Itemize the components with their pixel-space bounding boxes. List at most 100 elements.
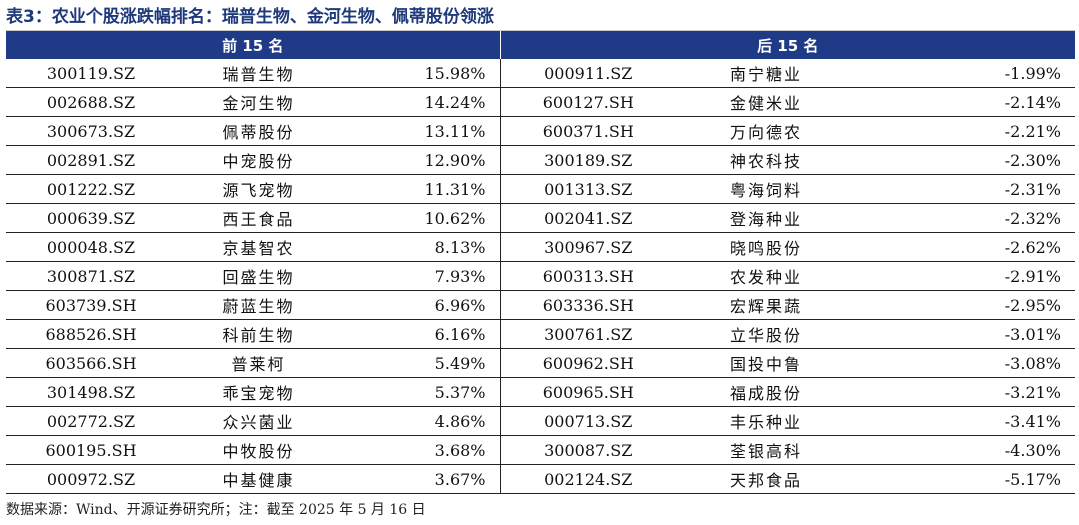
- right-code-cell: 300189.SZ: [499, 145, 676, 175]
- right-code-cell: 002124.SZ: [499, 464, 676, 494]
- table-row: 300871.SZ 回盛生物 7.93% 600313.SH 农发种业 -2.91%: [6, 261, 1075, 291]
- left-code-cell: 600195.SH: [6, 435, 176, 465]
- left-change-cell: 8.13%: [341, 232, 500, 262]
- right-name-cell: 粤海饲料: [676, 174, 856, 204]
- table-row: 002772.SZ 众兴菌业 4.86% 000713.SZ 丰乐种业 -3.41%: [6, 406, 1075, 436]
- left-name-cell: 西王食品: [176, 203, 341, 233]
- left-change-cell: 5.49%: [341, 348, 500, 378]
- right-name-cell: 晓鸣股份: [676, 232, 856, 262]
- right-change-cell: -4.30%: [856, 435, 1075, 465]
- table-row: 002688.SZ 金河生物 14.24% 600127.SH 金健米业 -2.14%: [6, 87, 1075, 117]
- left-change-cell: 14.24%: [341, 87, 500, 117]
- right-name-cell: 荃银高科: [676, 435, 856, 465]
- left-name-cell: 京基智农: [176, 232, 341, 262]
- left-name-cell: 佩蒂股份: [176, 116, 341, 146]
- left-change-cell: 4.86%: [341, 406, 500, 436]
- table-row: 300673.SZ 佩蒂股份 13.11% 600371.SH 万向德农 -2.21%: [6, 116, 1075, 146]
- right-name-cell: 登海种业: [676, 203, 856, 233]
- table-header-row: 前 15 名 后 15 名: [6, 31, 1075, 59]
- source-note: 数据来源：Wind、开源证券研究所；注：截至 2025 年 5 月 16 日: [6, 502, 426, 518]
- right-code-cell: 001313.SZ: [499, 174, 676, 204]
- left-name-cell: 金河生物: [176, 87, 341, 117]
- left-change-cell: 6.16%: [341, 319, 500, 349]
- table-row: 301498.SZ 乖宝宠物 5.37% 600965.SH 福成股份 -3.21%: [6, 377, 1075, 407]
- right-code-cell: 000911.SZ: [499, 59, 676, 88]
- left-name-cell: 回盛生物: [176, 261, 341, 291]
- bottom-15-header: 后 15 名: [499, 31, 1075, 59]
- left-code-cell: 002688.SZ: [6, 87, 176, 117]
- left-name-cell: 蔚蓝生物: [176, 290, 341, 320]
- left-name-cell: 普莱柯: [176, 348, 341, 378]
- left-change-cell: 12.90%: [341, 145, 500, 175]
- left-change-cell: 5.37%: [341, 377, 500, 407]
- right-change-cell: -3.21%: [856, 377, 1075, 407]
- left-name-cell: 瑞普生物: [176, 59, 341, 88]
- left-name-cell: 众兴菌业: [176, 406, 341, 436]
- left-code-cell: 000639.SZ: [6, 203, 176, 233]
- right-code-cell: 300087.SZ: [499, 435, 676, 465]
- right-change-cell: -2.31%: [856, 174, 1075, 204]
- right-name-cell: 万向德农: [676, 116, 856, 146]
- right-name-cell: 立华股份: [676, 319, 856, 349]
- left-code-cell: 000048.SZ: [6, 232, 176, 262]
- left-code-cell: 300871.SZ: [6, 261, 176, 291]
- table-row: 600195.SH 中牧股份 3.68% 300087.SZ 荃银高科 -4.30%: [6, 435, 1075, 465]
- left-code-cell: 000972.SZ: [6, 464, 176, 494]
- right-code-cell: 000713.SZ: [499, 406, 676, 436]
- left-code-cell: 603566.SH: [6, 348, 176, 378]
- table-row: 688526.SH 科前生物 6.16% 300761.SZ 立华股份 -3.01%: [6, 319, 1075, 349]
- table-row: 001222.SZ 源飞宠物 11.31% 001313.SZ 粤海饲料 -2.31%: [6, 174, 1075, 204]
- left-change-cell: 13.11%: [341, 116, 500, 146]
- right-code-cell: 600127.SH: [499, 87, 676, 117]
- right-change-cell: -2.91%: [856, 261, 1075, 291]
- left-code-cell: 688526.SH: [6, 319, 176, 349]
- right-name-cell: 南宁糖业: [676, 59, 856, 88]
- right-code-cell: 002041.SZ: [499, 203, 676, 233]
- right-code-cell: 300761.SZ: [499, 319, 676, 349]
- left-code-cell: 300673.SZ: [6, 116, 176, 146]
- right-change-cell: -2.95%: [856, 290, 1075, 320]
- table-row: 603739.SH 蔚蓝生物 6.96% 603336.SH 宏辉果蔬 -2.95%: [6, 290, 1075, 320]
- left-code-cell: 002891.SZ: [6, 145, 176, 175]
- right-change-cell: -5.17%: [856, 464, 1075, 494]
- stock-ranking-table: 前 15 名 后 15 名 300119.SZ 瑞普生物 15.98% 000911.…: [6, 31, 1075, 494]
- table-row: 300119.SZ 瑞普生物 15.98% 000911.SZ 南宁糖业 -1.99%: [6, 59, 1075, 88]
- right-name-cell: 国投中鲁: [676, 348, 856, 378]
- right-code-cell: 603336.SH: [499, 290, 676, 320]
- right-change-cell: -2.32%: [856, 203, 1075, 233]
- right-change-cell: -2.21%: [856, 116, 1075, 146]
- right-name-cell: 天邦食品: [676, 464, 856, 494]
- right-name-cell: 神农科技: [676, 145, 856, 175]
- right-code-cell: 600962.SH: [499, 348, 676, 378]
- left-name-cell: 中基健康: [176, 464, 341, 494]
- table-row: 603566.SH 普莱柯 5.49% 600962.SH 国投中鲁 -3.08%: [6, 348, 1075, 378]
- table-row: 000972.SZ 中基健康 3.67% 002124.SZ 天邦食品 -5.17%: [6, 464, 1075, 494]
- right-change-cell: -2.30%: [856, 145, 1075, 175]
- left-name-cell: 科前生物: [176, 319, 341, 349]
- left-name-cell: 中宠股份: [176, 145, 341, 175]
- left-name-cell: 中牧股份: [176, 435, 341, 465]
- left-change-cell: 11.31%: [341, 174, 500, 204]
- right-name-cell: 福成股份: [676, 377, 856, 407]
- left-code-cell: 002772.SZ: [6, 406, 176, 436]
- right-name-cell: 农发种业: [676, 261, 856, 291]
- left-change-cell: 15.98%: [341, 59, 500, 88]
- left-name-cell: 源飞宠物: [176, 174, 341, 204]
- left-code-cell: 603739.SH: [6, 290, 176, 320]
- title-divider: [6, 30, 1075, 31]
- right-code-cell: 600313.SH: [499, 261, 676, 291]
- left-code-cell: 001222.SZ: [6, 174, 176, 204]
- left-change-cell: 6.96%: [341, 290, 500, 320]
- right-change-cell: -3.01%: [856, 319, 1075, 349]
- right-change-cell: -2.14%: [856, 87, 1075, 117]
- right-code-cell: 600371.SH: [499, 116, 676, 146]
- left-code-cell: 301498.SZ: [6, 377, 176, 407]
- right-name-cell: 丰乐种业: [676, 406, 856, 436]
- table-row: 002891.SZ 中宠股份 12.90% 300189.SZ 神农科技 -2.30%: [6, 145, 1075, 175]
- left-change-cell: 3.68%: [341, 435, 500, 465]
- left-code-cell: 300119.SZ: [6, 59, 176, 88]
- table-row: 000048.SZ 京基智农 8.13% 300967.SZ 晓鸣股份 -2.62%: [6, 232, 1075, 262]
- left-change-cell: 7.93%: [341, 261, 500, 291]
- right-code-cell: 300967.SZ: [499, 232, 676, 262]
- right-change-cell: -2.62%: [856, 232, 1075, 262]
